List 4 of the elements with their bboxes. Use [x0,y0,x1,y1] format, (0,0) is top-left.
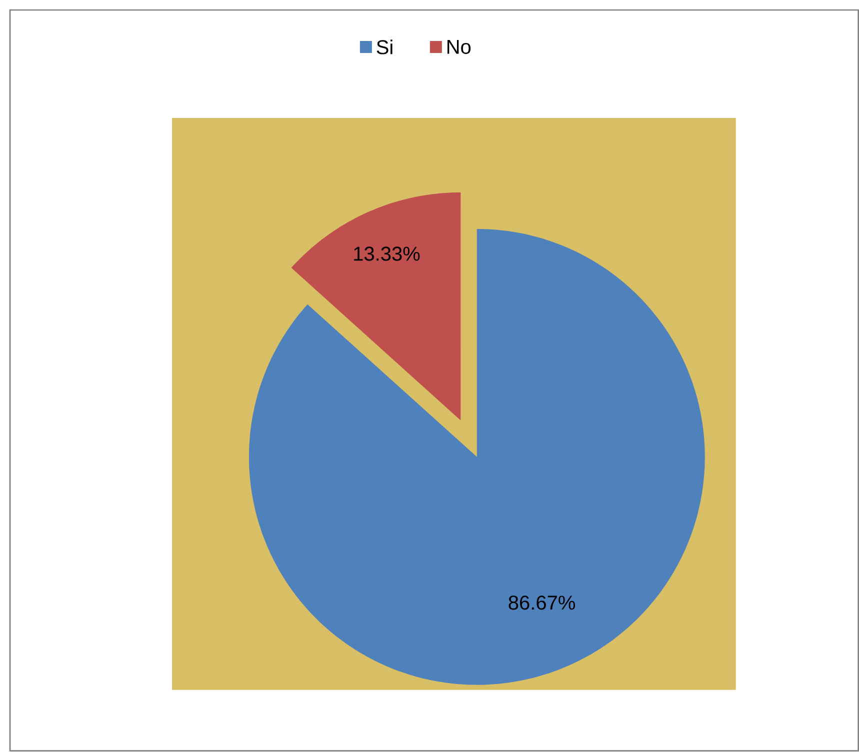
legend-label: Si [376,40,392,55]
legend-label: No [447,40,471,54]
data-label: 86.67% [508,596,575,610]
data-label: 13.33% [354,246,420,262]
